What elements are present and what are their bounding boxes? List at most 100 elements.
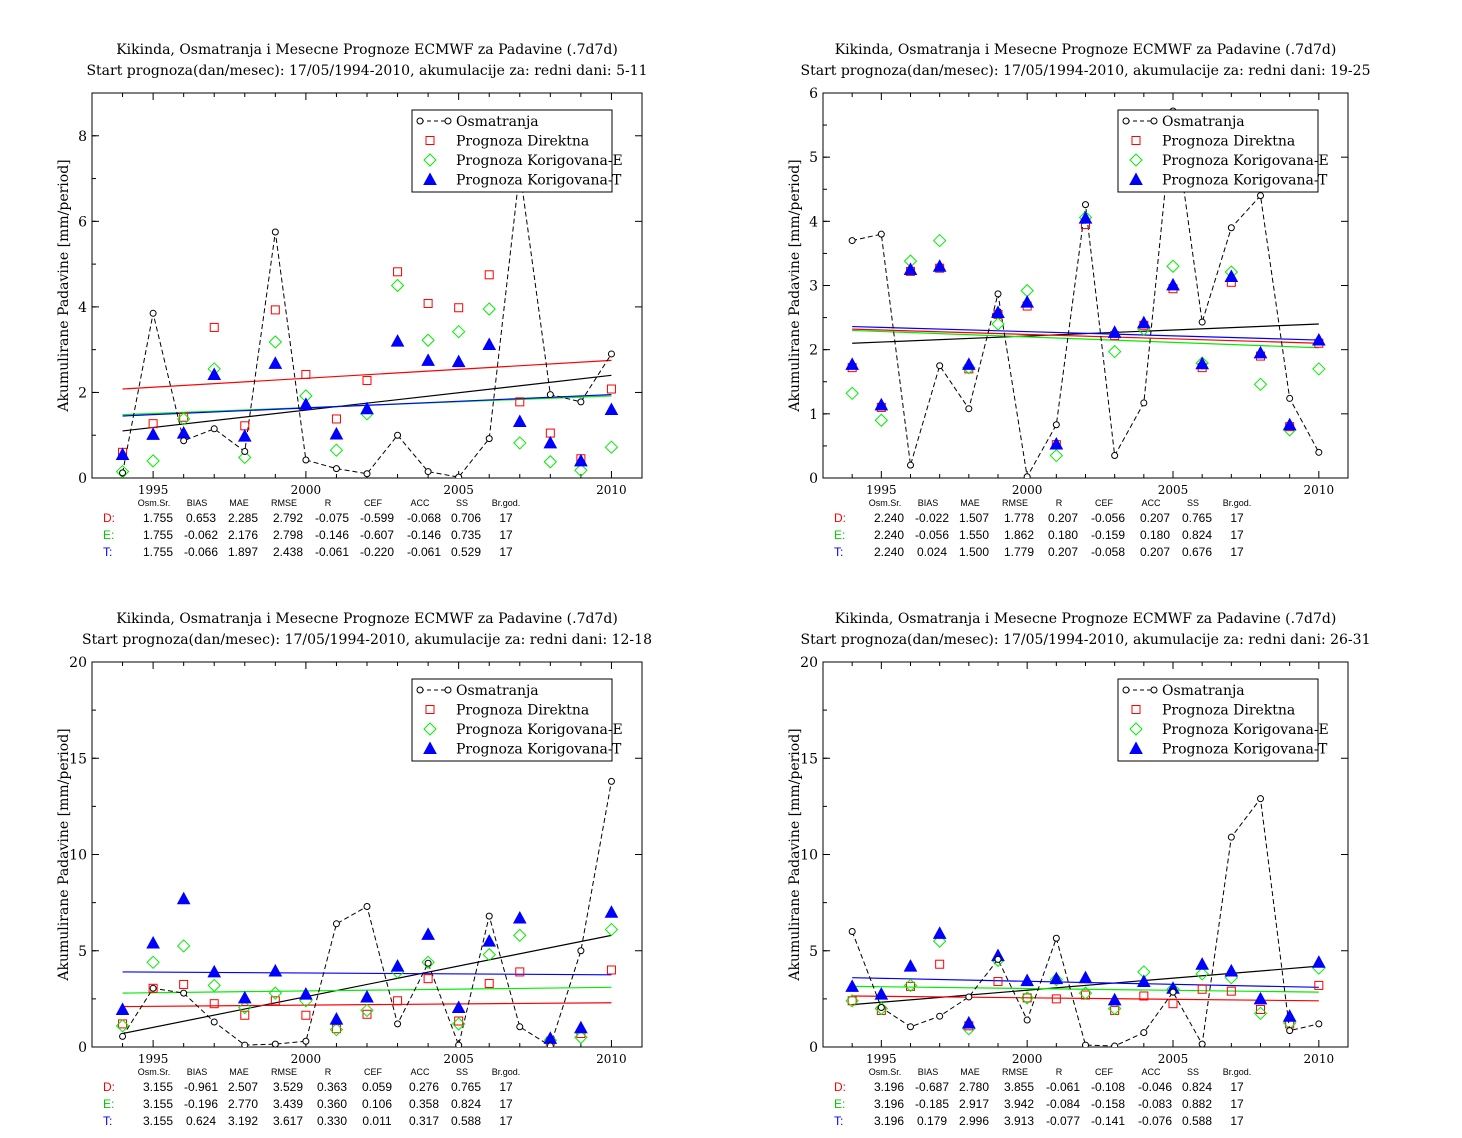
- y-tick-label: 5: [78, 944, 87, 960]
- stats-cell: 17: [499, 528, 513, 542]
- data-point-prognoza-korigovana-t: [115, 1002, 130, 1015]
- data-point-prognoza-direktna: [606, 965, 616, 975]
- data-point-prognoza-korigovana-e: [1020, 283, 1034, 298]
- legend-label: Osmatranja: [1162, 114, 1245, 130]
- data-point-osmatranja: [485, 435, 493, 443]
- stats-row-label: T:: [834, 545, 843, 559]
- legend-label: Prognoza Korigovana-E: [1162, 153, 1329, 169]
- data-point-prognoza-direktna: [1139, 991, 1149, 1001]
- data-point-prognoza-direktna: [301, 1010, 311, 1020]
- stats-cell: 0.360: [317, 1097, 347, 1111]
- trend-line-prognoza-direktna: [122, 359, 612, 390]
- x-tick-label: 2000: [1012, 1052, 1043, 1066]
- data-point-prognoza-korigovana-t: [574, 453, 588, 467]
- chart-title: Kikinda, Osmatranja i Mesecne Prognoze E…: [835, 611, 1337, 627]
- data-point-osmatranja: [210, 425, 218, 433]
- stats-header-cell: Osm.Sr.: [138, 498, 171, 508]
- stats-cell: -0.061: [407, 545, 441, 559]
- data-point-prognoza-korigovana-e: [360, 1003, 374, 1018]
- x-tick-label: 2005: [1158, 483, 1189, 497]
- stats-row-label: T:: [103, 545, 112, 559]
- data-point-prognoza-direktna: [148, 419, 158, 429]
- stats-header-cell: MAE: [960, 1067, 980, 1077]
- stats-header-cell: Br.god.: [492, 498, 521, 508]
- legend-marker: [416, 117, 424, 125]
- stats-header-cell: MAE: [229, 498, 249, 508]
- legend-label: Prognoza Korigovana-E: [1162, 722, 1329, 738]
- legend-label: Prognoza Direktna: [456, 703, 589, 719]
- legend-label: Osmatranja: [1162, 683, 1245, 699]
- stats-cell: 0.024: [917, 545, 947, 559]
- data-point-prognoza-direktna: [1110, 1005, 1120, 1015]
- stats-cell: 17: [1230, 1114, 1244, 1128]
- data-point-prognoza-direktna: [935, 959, 945, 969]
- x-tick-label: 2000: [291, 483, 322, 497]
- legend-marker: [425, 705, 435, 714]
- data-point-osmatranja: [363, 470, 371, 478]
- data-point-prognoza-korigovana-t: [1253, 991, 1268, 1005]
- stats-header-cell: CEF: [364, 498, 383, 508]
- stats-cell: -0.062: [184, 528, 218, 542]
- legend-marker: [444, 686, 452, 694]
- stats-cell: 17: [499, 545, 513, 559]
- data-point-prognoza-korigovana-e: [574, 463, 588, 478]
- chart-subtitle: Start prognoza(dan/mesec): 17/05/1994-20…: [82, 632, 652, 648]
- stats-cell: -0.146: [315, 528, 349, 542]
- data-point-osmatranja: [1111, 452, 1119, 460]
- stats-cell: 0.588: [1182, 1114, 1212, 1128]
- data-point-osmatranja: [965, 405, 973, 413]
- legend-marker: [423, 722, 437, 736]
- stats-cell: 3.855: [1004, 1080, 1034, 1094]
- x-tick-label: 2010: [596, 483, 627, 497]
- stats-header-cell: Osm.Sr.: [869, 1067, 902, 1077]
- stats-cell: -0.185: [915, 1097, 949, 1111]
- data-point-prognoza-korigovana-t: [1136, 315, 1151, 329]
- data-point-prognoza-korigovana-e: [146, 454, 160, 468]
- y-tick-label: 1: [809, 407, 818, 423]
- data-point-prognoza-korigovana-t: [1166, 277, 1180, 291]
- data-point-prognoza-direktna: [331, 1024, 341, 1034]
- y-tick-label: 10: [800, 848, 818, 864]
- stats-table: Osm.Sr. BIAS MAE RMSE R CEF ACC SS Br.god. D: 1.75…: [103, 498, 520, 559]
- data-point-prognoza-korigovana-t: [874, 987, 889, 1000]
- chart-title: Kikinda, Osmatranja i Mesecne Prognoze E…: [835, 42, 1337, 58]
- data-point-prognoza-korigovana-t: [1049, 971, 1064, 985]
- data-point-prognoza-direktna: [362, 1009, 372, 1019]
- data-point-prognoza-korigovana-e: [1312, 362, 1326, 376]
- data-point-prognoza-korigovana-e: [451, 1017, 466, 1031]
- data-point-prognoza-direktna: [606, 384, 616, 394]
- data-point-prognoza-korigovana-e: [574, 1030, 588, 1045]
- data-point-prognoza-korigovana-t: [961, 357, 976, 370]
- stats-header-cell: RMSE: [271, 1067, 297, 1077]
- data-point-prognoza-korigovana-t: [512, 910, 527, 924]
- data-point-osmatranja: [1052, 421, 1060, 429]
- data-point-prognoza-korigovana-t: [237, 990, 252, 1004]
- data-point-prognoza-korigovana-t: [421, 927, 435, 940]
- legend-marker: [1131, 136, 1141, 145]
- data-point-prognoza-korigovana-e: [1166, 259, 1180, 273]
- x-tick-label: 2010: [1304, 483, 1335, 497]
- data-point-osmatranja: [1111, 1042, 1119, 1047]
- data-point-prognoza-korigovana-e: [238, 1000, 252, 1015]
- data-point-prognoza-korigovana-e: [604, 440, 619, 454]
- data-point-osmatranja: [210, 1018, 218, 1026]
- data-point-prognoza-korigovana-t: [845, 979, 860, 992]
- stats-cell: -0.076: [1138, 1114, 1172, 1128]
- data-point-prognoza-korigovana-t: [390, 959, 405, 972]
- data-point-prognoza-korigovana-t: [176, 426, 191, 439]
- stats-cell: 2.240: [874, 511, 904, 525]
- stats-cell: -0.058: [1091, 545, 1125, 559]
- data-point-prognoza-korigovana-e: [329, 443, 344, 457]
- data-point-prognoza-korigovana-t: [574, 1020, 588, 1034]
- data-point-osmatranja: [1315, 448, 1323, 456]
- data-point-prognoza-korigovana-e: [421, 333, 435, 347]
- stats-cell: -0.061: [1046, 1080, 1080, 1094]
- legend-label: Prognoza Korigovana-T: [456, 742, 622, 758]
- data-point-prognoza-direktna: [1314, 980, 1324, 990]
- data-point-prognoza-korigovana-e: [513, 928, 527, 943]
- data-point-prognoza-korigovana-e: [176, 939, 191, 953]
- data-point-osmatranja: [332, 920, 340, 928]
- chart-subtitle: Start prognoza(dan/mesec): 17/05/1994-20…: [801, 632, 1371, 648]
- stats-cell: 2.792: [273, 511, 303, 525]
- stats-cell: 17: [1230, 1097, 1244, 1111]
